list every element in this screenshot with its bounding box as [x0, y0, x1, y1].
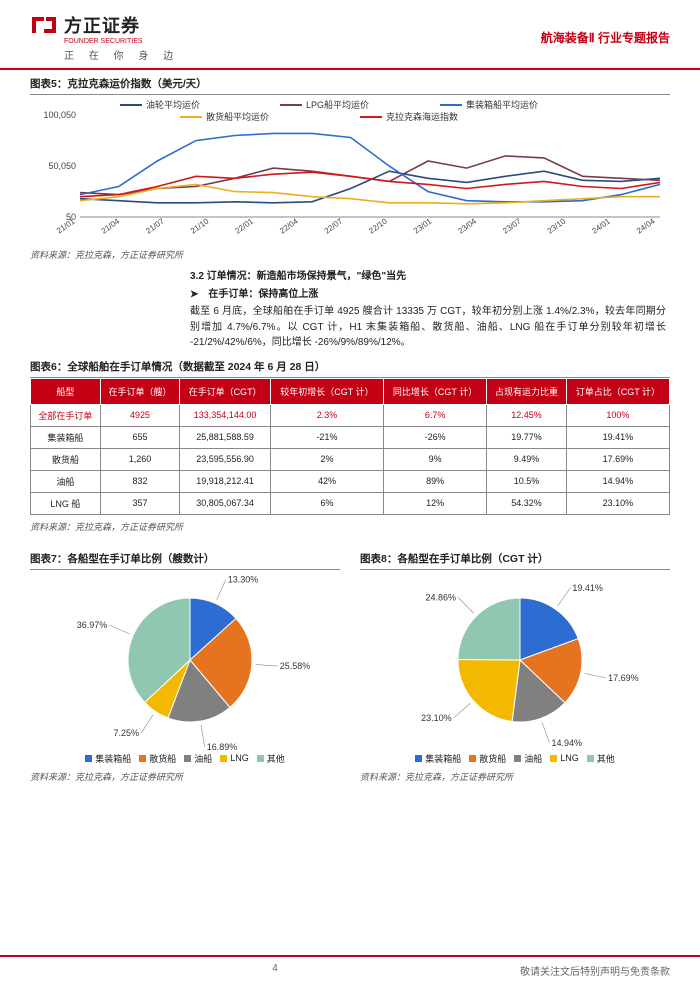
legend-item: 集装箱船 — [415, 752, 461, 765]
logo-tagline: 正 在 你 身 边 — [64, 47, 179, 62]
chart5-title: 图表5：克拉克森运价指数（美元/天） — [30, 70, 670, 95]
svg-text:LPG船平均运价: LPG船平均运价 — [306, 99, 369, 110]
svg-text:7.25%: 7.25% — [113, 728, 139, 738]
table-row: 散货船1,26023,595,556.902%9%9.49%17.69% — [31, 448, 670, 470]
svg-text:23/01: 23/01 — [412, 216, 434, 235]
svg-text:14.94%: 14.94% — [551, 737, 582, 747]
chart5-source: 资料来源：克拉克森，方正证券研究所 — [30, 245, 670, 269]
svg-text:36.97%: 36.97% — [77, 619, 108, 629]
table6-title: 图表6：全球船舶在手订单情况（数据截至 2024 年 6 月 28 日） — [30, 353, 670, 378]
section-3-2: 3.2 订单情况：新造船市场保持景气，"绿色"当先 ➤ 在手订单：保持高位上涨 … — [30, 269, 670, 351]
svg-text:23/10: 23/10 — [546, 216, 568, 235]
legend-item: 集装箱船 — [85, 752, 131, 765]
chart5-line-chart: 5050,050100,05021/0121/0421/0721/1022/01… — [30, 95, 670, 245]
svg-text:21/07: 21/07 — [144, 216, 166, 235]
svg-text:集装箱船平均运价: 集装箱船平均运价 — [466, 99, 538, 110]
page-footer: 4 敬请关注文后特别声明与免责条款 — [0, 955, 700, 978]
svg-text:散货船平均运价: 散货船平均运价 — [206, 111, 269, 122]
pie8-chart: 19.41% 17.69% 14.94% 23.10% 24.86% — [360, 570, 660, 750]
pie7-source: 资料来源：克拉克森，方正证券研究所 — [30, 767, 340, 791]
svg-text:17.69%: 17.69% — [608, 672, 639, 682]
svg-text:19.41%: 19.41% — [572, 582, 603, 592]
table-header: 船型 — [31, 378, 101, 404]
svg-text:13.30%: 13.30% — [228, 574, 259, 584]
svg-text:16.89%: 16.89% — [207, 741, 238, 749]
section-paragraph: 截至 6 月底，全球船舶在手订单 4925 艘合计 13335 万 CGT，较年… — [190, 304, 666, 351]
table6-source: 资料来源：克拉克森，方正证券研究所 — [30, 517, 670, 541]
svg-text:21/04: 21/04 — [100, 216, 122, 235]
svg-text:24/04: 24/04 — [635, 216, 657, 235]
legend-item: 油船 — [184, 752, 212, 765]
pie8-legend: 集装箱船散货船油船 LNG 其他 — [360, 750, 670, 767]
page-number: 4 — [272, 963, 278, 978]
svg-text:25.58%: 25.58% — [280, 661, 311, 671]
table-row: 集装箱船65525,881,588.59-21%-26%19.77%19.41% — [31, 426, 670, 448]
table-header: 在手订单（艘） — [100, 378, 180, 404]
svg-text:23/04: 23/04 — [457, 216, 479, 235]
pie8-title: 图表8：各船型在手订单比例（CGT 计） — [360, 545, 670, 570]
founder-logo-icon — [30, 15, 58, 35]
svg-text:50,050: 50,050 — [48, 161, 76, 171]
svg-text:22/04: 22/04 — [278, 216, 300, 235]
svg-text:21/10: 21/10 — [189, 216, 211, 235]
logo-block: 方正证券 FOUNDER SECURITIES 正 在 你 身 边 — [30, 12, 179, 62]
svg-text:24/01: 24/01 — [590, 216, 612, 235]
svg-text:22/01: 22/01 — [233, 216, 255, 235]
svg-text:油轮平均运价: 油轮平均运价 — [146, 99, 200, 110]
pie7-title: 图表7：各船型在手订单比例（艘数计） — [30, 545, 340, 570]
legend-item: LNG — [220, 752, 249, 765]
table6: 船型在手订单（艘）在手订单（CGT）较年初增长（CGT 计）同比增长（CGT 计… — [30, 378, 670, 515]
table-row: LNG 船35730,805,067.346%12%54.32%23.10% — [31, 492, 670, 514]
logo-cn-text: 方正证券 — [64, 12, 140, 38]
table-header: 占现有运力比重 — [487, 378, 567, 404]
legend-item: LNG — [550, 752, 579, 765]
pie8-source: 资料来源：克拉克森，方正证券研究所 — [360, 767, 670, 791]
legend-item: 散货船 — [469, 752, 506, 765]
svg-text:22/07: 22/07 — [323, 216, 345, 235]
svg-text:24.86%: 24.86% — [426, 592, 457, 602]
table-row: 全部在手订单4925133,354,144.002.3%6.7%12.45%10… — [31, 404, 670, 426]
pie7-chart: 13.30% 25.58% 16.89% 7.25% 36.97% — [30, 570, 330, 750]
section-bullet: ➤ 在手订单：保持高位上涨 — [190, 287, 666, 303]
legend-item: 其他 — [257, 752, 285, 765]
table-header: 同比增长（CGT 计） — [384, 378, 487, 404]
legend-item: 油船 — [514, 752, 542, 765]
table-header: 订单占比（CGT 计） — [566, 378, 669, 404]
page-header: 方正证券 FOUNDER SECURITIES 正 在 你 身 边 航海装备Ⅱ … — [0, 0, 700, 70]
table-header: 较年初增长（CGT 计） — [270, 378, 383, 404]
svg-text:100,050: 100,050 — [43, 110, 76, 120]
header-right-title: 航海装备Ⅱ 行业专题报告 — [541, 29, 670, 46]
logo-en-text: FOUNDER SECURITIES — [64, 38, 179, 45]
pie7-legend: 集装箱船散货船油船 LNG 其他 — [30, 750, 340, 767]
svg-text:23.10%: 23.10% — [421, 712, 452, 722]
svg-text:22/10: 22/10 — [367, 216, 389, 235]
table-row: 油船83219,918,212.4142%89%10.5%14.94% — [31, 470, 670, 492]
section-heading: 3.2 订单情况：新造船市场保持景气，"绿色"当先 — [190, 269, 666, 285]
footer-disclaimer: 敬请关注文后特别声明与免责条款 — [520, 963, 670, 978]
svg-text:克拉克森海运指数: 克拉克森海运指数 — [386, 111, 458, 122]
table-header: 在手订单（CGT） — [180, 378, 271, 404]
svg-text:23/07: 23/07 — [501, 216, 523, 235]
legend-item: 散货船 — [139, 752, 176, 765]
legend-item: 其他 — [587, 752, 615, 765]
